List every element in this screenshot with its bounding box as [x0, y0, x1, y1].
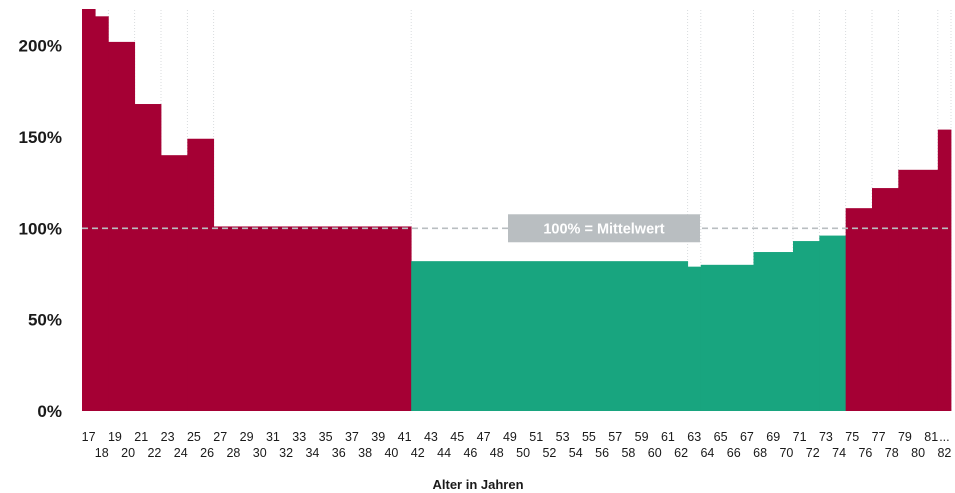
bar — [82, 9, 96, 411]
y-axis-labels: 0% 50% 100% 150% 200% — [19, 37, 62, 421]
x-tick-label: 34 — [305, 446, 319, 460]
x-tick-label: 70 — [779, 446, 793, 460]
y-tick-label: 200% — [19, 37, 62, 56]
x-tick-label: 40 — [384, 446, 398, 460]
x-tick-label: 20 — [121, 446, 135, 460]
bar — [411, 261, 689, 411]
x-tick-label: 35 — [319, 430, 333, 444]
x-tick-label: 56 — [595, 446, 609, 460]
x-tick-label: 27 — [213, 430, 227, 444]
reference-label-box — [508, 214, 700, 243]
x-tick-label: 24 — [174, 446, 188, 460]
bar — [187, 138, 215, 412]
x-tick-label: 42 — [411, 446, 425, 460]
x-tick-label: 39 — [371, 430, 385, 444]
x-tick-label: 58 — [621, 446, 635, 460]
x-tick-label: 62 — [674, 446, 688, 460]
x-tick-label: 45 — [450, 430, 464, 444]
bar — [213, 226, 412, 411]
x-tick-label: ... — [939, 430, 949, 444]
x-tick-label: 29 — [240, 430, 254, 444]
x-tick-label: 66 — [727, 446, 741, 460]
x-tick-label: 79 — [898, 430, 912, 444]
bar — [845, 208, 873, 411]
x-tick-label: 17 — [82, 430, 96, 444]
x-tick-label: 53 — [556, 430, 570, 444]
y-tick-label: 150% — [19, 128, 62, 147]
x-tick-label: 30 — [253, 446, 267, 460]
bar — [872, 188, 899, 411]
bars — [82, 9, 952, 412]
x-tick-label: 41 — [398, 430, 412, 444]
x-axis-title: Alter in Jahren — [432, 477, 523, 492]
x-tick-label: 68 — [753, 446, 767, 460]
x-axis-labels: 17 19 21 23 25 27 29 31 33 35 37 39 41 43 45 47 49 51 53 55… — [82, 430, 952, 460]
x-tick-label: 38 — [358, 446, 372, 460]
x-tick-label: 78 — [885, 446, 899, 460]
x-tick-label: 36 — [332, 446, 346, 460]
bar — [819, 235, 847, 411]
x-tick-label: 25 — [187, 430, 201, 444]
bar — [95, 16, 109, 412]
x-tick-label: 50 — [516, 446, 530, 460]
x-tick-label: 48 — [490, 446, 504, 460]
x-tick-label: 80 — [911, 446, 925, 460]
x-tick-label: 76 — [858, 446, 872, 460]
x-tick-label: 21 — [134, 430, 148, 444]
x-tick-label: 32 — [279, 446, 293, 460]
x-tick-label: 46 — [463, 446, 477, 460]
x-tick-label: 69 — [766, 430, 780, 444]
bar — [937, 129, 952, 411]
bar — [700, 264, 754, 411]
x-tick-label: 61 — [661, 430, 675, 444]
bar — [687, 266, 702, 411]
bar — [108, 41, 136, 411]
x-tick-label: 77 — [872, 430, 886, 444]
x-tick-label: 55 — [582, 430, 596, 444]
x-tick-label: 49 — [503, 430, 517, 444]
x-tick-label: 33 — [292, 430, 306, 444]
x-tick-label: 71 — [793, 430, 807, 444]
x-tick-label: 63 — [687, 430, 701, 444]
y-tick-label: 0% — [37, 402, 62, 421]
x-tick-label: 51 — [529, 430, 543, 444]
x-tick-label: 18 — [95, 446, 109, 460]
reference-label: 100% = Mittelwert — [543, 221, 664, 237]
bar — [753, 252, 794, 411]
x-tick-label: 44 — [437, 446, 451, 460]
x-tick-label: 19 — [108, 430, 122, 444]
x-tick-label: 26 — [200, 446, 214, 460]
x-tick-label: 57 — [608, 430, 622, 444]
x-tick-label: 31 — [266, 430, 280, 444]
x-tick-label: 67 — [740, 430, 754, 444]
bar — [898, 169, 939, 411]
x-tick-label: 64 — [700, 446, 714, 460]
y-tick-label: 50% — [28, 311, 62, 330]
x-tick-label: 54 — [569, 446, 583, 460]
bar — [793, 241, 820, 411]
x-tick-label: 22 — [147, 446, 161, 460]
x-tick-label: 82 — [937, 446, 951, 460]
x-tick-label: 37 — [345, 430, 359, 444]
x-tick-label: 75 — [845, 430, 859, 444]
x-tick-label: 73 — [819, 430, 833, 444]
x-tick-label: 60 — [648, 446, 662, 460]
x-tick-label: 23 — [161, 430, 175, 444]
x-tick-label: 59 — [635, 430, 649, 444]
x-tick-label: 65 — [714, 430, 728, 444]
x-tick-label: 52 — [542, 446, 556, 460]
x-tick-label: 81 — [924, 430, 938, 444]
x-tick-label: 43 — [424, 430, 438, 444]
bar — [134, 104, 162, 412]
bar — [161, 155, 188, 411]
x-tick-label: 47 — [477, 430, 491, 444]
x-tick-label: 74 — [832, 446, 846, 460]
x-tick-label: 72 — [806, 446, 820, 460]
y-tick-label: 100% — [19, 219, 62, 238]
x-tick-label: 28 — [226, 446, 240, 460]
